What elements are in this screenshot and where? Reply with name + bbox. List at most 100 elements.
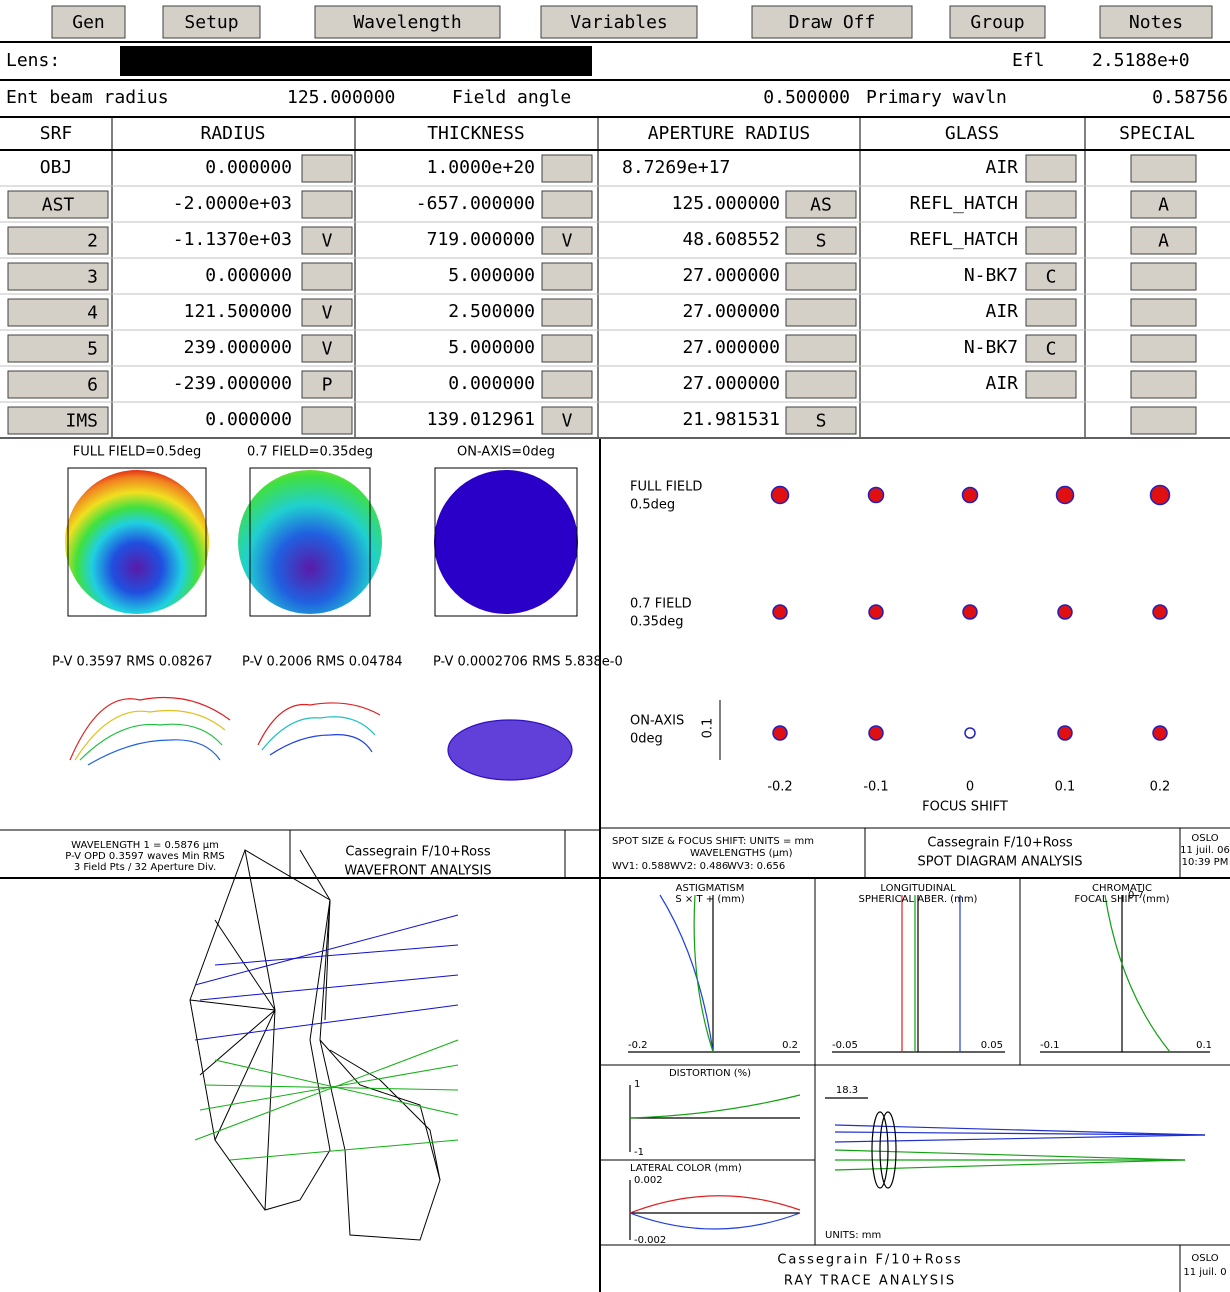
button-label: V xyxy=(322,303,333,324)
button[interactable] xyxy=(1131,407,1196,434)
label: 0.7 FIELD=0.35deg xyxy=(247,445,373,460)
button[interactable] xyxy=(786,263,856,290)
label: OBJ xyxy=(40,157,73,178)
button[interactable] xyxy=(1026,227,1076,254)
label: OSLO xyxy=(1191,833,1218,844)
label: WAVEFRONT ANALYSIS xyxy=(344,864,491,879)
lens-3d-view xyxy=(190,850,458,1240)
spot xyxy=(965,728,975,738)
button[interactable] xyxy=(302,263,352,290)
button[interactable] xyxy=(1026,155,1076,182)
button-label: Setup xyxy=(184,12,238,33)
button[interactable] xyxy=(1131,263,1196,290)
label: 48.608552 xyxy=(682,229,780,250)
button[interactable] xyxy=(1026,371,1076,398)
button-label: Gen xyxy=(72,12,105,33)
label: 5.000000 xyxy=(448,265,535,286)
button[interactable] xyxy=(1026,191,1076,218)
label: Cassegrain F/10+Ross xyxy=(345,845,491,860)
button[interactable] xyxy=(1131,155,1196,182)
label: -239.000000 xyxy=(173,373,292,394)
label: Efl xyxy=(1012,50,1045,71)
button-label: S xyxy=(816,231,827,252)
label: 139.012961 xyxy=(427,409,535,430)
label: AIR xyxy=(985,157,1018,178)
label: 125.000000 xyxy=(672,193,780,214)
label: 0.7 FIELD xyxy=(630,597,692,612)
button-label: Variables xyxy=(570,12,668,33)
label: -0.002 xyxy=(634,1235,666,1246)
button[interactable] xyxy=(1131,299,1196,326)
label: WAVELENGTHS (µm) xyxy=(690,848,793,859)
label: 27.000000 xyxy=(682,373,780,394)
button[interactable] xyxy=(302,155,352,182)
spot xyxy=(773,605,787,619)
label: Lens: xyxy=(6,50,60,71)
label: -1.1370e+03 xyxy=(173,229,292,250)
label: P-V OPD 0.3597 waves Min RMS xyxy=(65,851,224,862)
label: FOCAL SHIFT (mm) xyxy=(1074,894,1169,905)
label: 3 Field Pts / 32 Aperture Div. xyxy=(74,862,216,873)
label: 2.5188e+0 xyxy=(1092,50,1190,71)
label: ON-AXIS xyxy=(630,714,684,729)
button[interactable] xyxy=(542,263,592,290)
button[interactable] xyxy=(542,191,592,218)
button[interactable] xyxy=(302,407,352,434)
button-label: A xyxy=(1158,231,1169,252)
button-label: V xyxy=(562,231,573,252)
spot xyxy=(1058,726,1072,740)
button-label: Group xyxy=(970,12,1024,33)
label: 27.000000 xyxy=(682,337,780,358)
label: 0.35deg xyxy=(630,615,683,630)
button[interactable] xyxy=(1131,335,1196,362)
button-label: 4 xyxy=(87,303,98,324)
button[interactable] xyxy=(786,299,856,326)
label: FOCUS SHIFT xyxy=(922,800,1008,815)
label: 0.000000 xyxy=(448,373,535,394)
label: SPOT DIAGRAM ANALYSIS xyxy=(917,855,1082,870)
button[interactable] xyxy=(1026,299,1076,326)
button[interactable] xyxy=(542,371,592,398)
button[interactable] xyxy=(542,155,592,182)
label: P-V 0.0002706 RMS 5.838e-0 xyxy=(433,655,623,670)
button[interactable] xyxy=(302,191,352,218)
label: SPOT SIZE & FOCUS SHIFT: UNITS = mm xyxy=(612,836,814,847)
spot xyxy=(1057,487,1074,504)
label: S × T + (mm) xyxy=(675,894,744,905)
label: 0.05 xyxy=(981,1040,1003,1051)
label: UNITS: mm xyxy=(825,1230,881,1241)
label: 10:39 PM xyxy=(1182,857,1229,868)
label: GLASS xyxy=(945,123,999,144)
button-label: AST xyxy=(42,195,75,216)
button-label: Draw Off xyxy=(789,12,876,33)
label: -2.0000e+03 xyxy=(173,193,292,214)
button-label: 6 xyxy=(87,375,98,396)
button-label: S xyxy=(816,411,827,432)
screen: GenSetupWavelengthVariablesDraw OffGroup… xyxy=(0,0,1230,1292)
label: -657.000000 xyxy=(416,193,535,214)
label: SRF xyxy=(40,123,73,144)
label: ON-AXIS=0deg xyxy=(457,445,555,460)
label: 0.58756 xyxy=(1152,87,1228,108)
button[interactable] xyxy=(542,299,592,326)
label: 239.000000 xyxy=(184,337,292,358)
button-label: 2 xyxy=(87,231,98,252)
label: AIR xyxy=(985,301,1018,322)
button[interactable] xyxy=(1131,371,1196,398)
label: 0.000000 xyxy=(205,265,292,286)
spot xyxy=(773,726,787,740)
button[interactable] xyxy=(786,335,856,362)
button[interactable] xyxy=(542,335,592,362)
button[interactable] xyxy=(786,371,856,398)
label: RAY TRACE ANALYSIS xyxy=(784,1274,956,1289)
label: THICKNESS xyxy=(427,123,525,144)
label: 0.2 xyxy=(1150,780,1171,795)
label: FULL FIELD xyxy=(630,480,702,495)
label: 0.000000 xyxy=(205,157,292,178)
label: 0 xyxy=(966,780,974,795)
button-label: A xyxy=(1158,195,1169,216)
spot xyxy=(869,605,883,619)
label: Cassegrain F/10+Ross xyxy=(777,1253,962,1268)
label: -0.05 xyxy=(832,1040,858,1051)
label: 0.1 xyxy=(701,718,716,739)
